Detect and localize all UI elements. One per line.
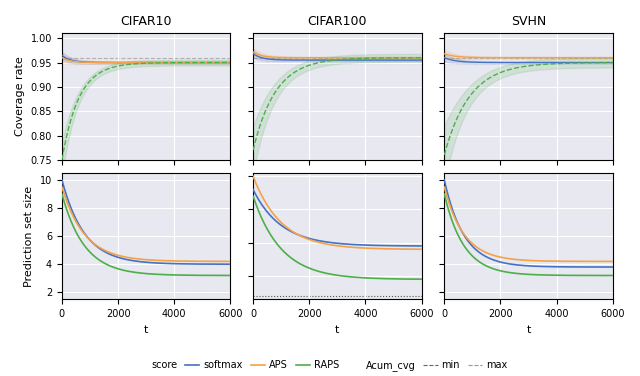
Title: CIFAR10: CIFAR10 <box>120 15 172 28</box>
Y-axis label: Coverage rate: Coverage rate <box>15 57 25 136</box>
Title: CIFAR100: CIFAR100 <box>308 15 367 28</box>
X-axis label: t: t <box>144 325 148 335</box>
Legend: score, softmax, APS, RAPS, Acum_cvg, min, max: score, softmax, APS, RAPS, Acum_cvg, min… <box>129 356 511 375</box>
Title: SVHN: SVHN <box>511 15 546 28</box>
X-axis label: t: t <box>335 325 339 335</box>
X-axis label: t: t <box>526 325 531 335</box>
Y-axis label: Prediction set size: Prediction set size <box>24 186 35 287</box>
